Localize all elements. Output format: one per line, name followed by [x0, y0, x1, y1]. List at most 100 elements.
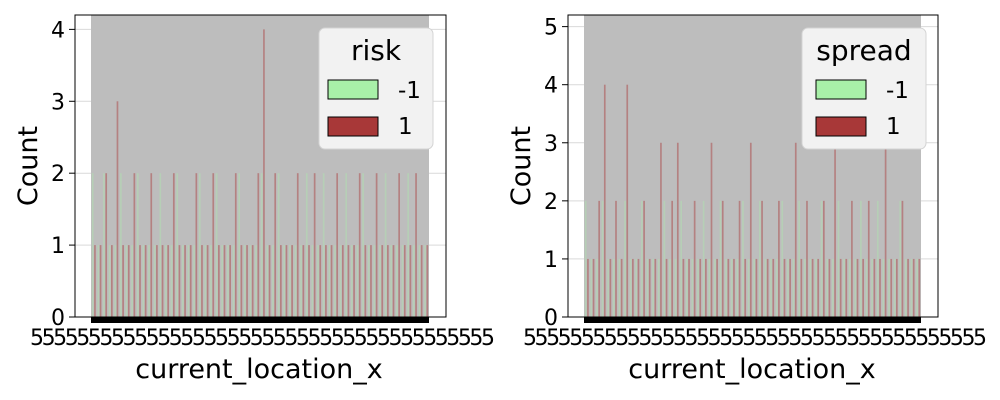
x-tick-label: 5: [99, 326, 113, 351]
bar-series-pos1: [161, 245, 164, 317]
bar-series-neg1: [176, 173, 179, 317]
bar-series-pos1: [403, 245, 406, 317]
x-tick-label: 5: [835, 326, 849, 351]
bar-series-neg1: [125, 245, 128, 317]
bar-series-pos1: [620, 258, 623, 317]
x-tick-label: 5: [569, 326, 583, 351]
legend-label-pos1: 1: [886, 114, 901, 140]
bar-series-pos1: [218, 245, 220, 317]
x-tick-label: 5: [754, 326, 768, 351]
bar-series-pos1: [671, 200, 674, 317]
bar-series-neg1: [210, 245, 212, 317]
bar-series-pos1: [800, 258, 803, 317]
bar-series-pos1: [302, 245, 305, 317]
bar-series-pos1: [240, 245, 243, 317]
y-tick-label: 2: [544, 190, 558, 215]
bar-series-neg1: [646, 258, 649, 317]
x-tick-label: 5: [812, 326, 826, 351]
bar-series-pos1: [598, 200, 600, 317]
bar-series-pos1: [676, 142, 679, 317]
bar-series-pos1: [178, 245, 181, 317]
bar-series-neg1: [249, 245, 252, 317]
bar-series-pos1: [822, 200, 825, 317]
x-tick-label: 5: [696, 326, 710, 351]
x-tick-label: 5: [469, 326, 483, 351]
bar-series-pos1: [353, 245, 355, 317]
x-tick-label: 5: [892, 326, 906, 351]
x-tick-label: 5: [400, 326, 414, 351]
bar-series-pos1: [392, 245, 395, 317]
x-tick-label: 5: [342, 326, 356, 351]
y-axis-ticks: 0 1 2 3 4: [51, 18, 75, 331]
bar-series-neg1: [390, 245, 393, 317]
bar-series-pos1: [699, 258, 702, 317]
x-tick-label: 5: [146, 326, 160, 351]
x-tick-label: 5: [673, 326, 687, 351]
x-tick-label: 5: [192, 326, 206, 351]
bar-series-neg1: [198, 173, 201, 317]
bar-series-neg1: [412, 245, 415, 317]
x-tick-label: 5: [927, 326, 941, 351]
bar-series-pos1: [609, 258, 612, 317]
x-tick-label: 5: [76, 326, 90, 351]
bar-series-neg1: [339, 245, 342, 317]
bar-series-pos1: [693, 200, 696, 317]
bar-series-pos1: [873, 258, 876, 317]
bar-series-neg1: [283, 245, 286, 317]
x-tick-label: 5: [765, 326, 779, 351]
x-tick-label: 5: [846, 326, 860, 351]
x-tick-label: 5: [638, 326, 652, 351]
bar-series-neg1: [663, 200, 666, 317]
bar-series-neg1: [187, 245, 190, 317]
bar-series-neg1: [742, 200, 744, 317]
bar-series-pos1: [347, 245, 350, 317]
legend-swatch-pos1: [327, 116, 379, 137]
bar-series-neg1: [708, 258, 711, 317]
plot-frame: [74, 14, 447, 318]
bar-series-neg1: [373, 245, 376, 317]
bar-series-neg1: [876, 200, 879, 317]
bar-series-neg1: [618, 258, 621, 317]
bar-series-pos1: [705, 258, 707, 317]
x-tick-band: [584, 317, 921, 323]
x-tick-label: 5: [458, 326, 472, 351]
bar-series-neg1: [624, 200, 626, 317]
bar-series-pos1: [144, 245, 147, 317]
bar-series-neg1: [317, 245, 319, 317]
x-tick-label: 5: [123, 326, 137, 351]
y-tick-label: 5: [544, 16, 558, 41]
y-axis-label: Count: [506, 126, 537, 206]
bar-series-pos1: [845, 258, 848, 317]
bar-series-neg1: [294, 245, 297, 317]
bar-series-pos1: [603, 84, 606, 317]
bar-series-pos1: [896, 258, 898, 317]
legend: spread -1 1: [801, 27, 927, 150]
bar-series-neg1: [328, 245, 331, 317]
bar-series-neg1: [350, 245, 353, 317]
bar-series-pos1: [839, 258, 842, 317]
bar-series-neg1: [888, 258, 890, 317]
bar-series-neg1: [607, 258, 609, 317]
bar-series-pos1: [890, 258, 893, 317]
bar-series-neg1: [831, 258, 834, 317]
bar-series-pos1: [660, 142, 662, 317]
bar-series-pos1: [111, 245, 113, 317]
bar-series-neg1: [652, 258, 654, 317]
bar-series-pos1: [778, 200, 780, 317]
bar-series-neg1: [300, 245, 302, 317]
x-tick-label: 5: [650, 326, 664, 351]
bar-series-neg1: [384, 173, 387, 317]
x-tick-label: 5: [204, 326, 218, 351]
bar-series-neg1: [91, 173, 94, 317]
x-tick-label: 5: [446, 326, 460, 351]
bar-series-neg1: [629, 258, 632, 317]
x-tick-label: 5: [389, 326, 403, 351]
bar-series-pos1: [744, 258, 747, 317]
x-tick-label: 5: [708, 326, 722, 351]
bar-series-neg1: [221, 245, 224, 317]
x-tick-label: 5: [777, 326, 791, 351]
bar-series-neg1: [697, 258, 699, 317]
bar-series-neg1: [153, 245, 156, 317]
legend-swatch-neg1: [327, 79, 379, 100]
